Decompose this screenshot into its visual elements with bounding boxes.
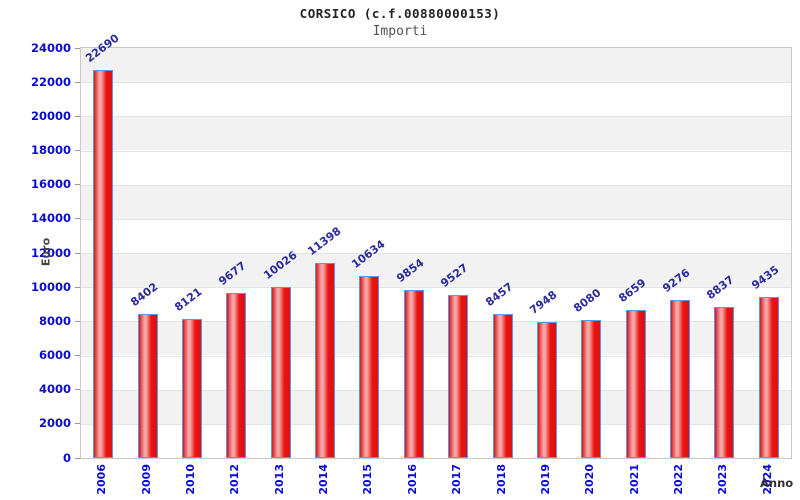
y-tick-label: 22000 xyxy=(30,74,71,89)
bar xyxy=(270,287,291,458)
gridline xyxy=(81,355,791,357)
y-tick-mark xyxy=(75,423,80,425)
x-tick-label: 2015 xyxy=(361,464,375,495)
bar xyxy=(137,314,158,458)
y-axis-title: Euro xyxy=(39,237,53,267)
bar xyxy=(226,293,247,458)
y-tick-label: 24000 xyxy=(30,40,71,55)
bar xyxy=(448,295,469,458)
y-tick-label: 0 xyxy=(62,450,71,465)
y-tick-label: 18000 xyxy=(30,143,71,157)
bar xyxy=(670,300,691,458)
x-tick-label: 2022 xyxy=(672,464,686,495)
gridline xyxy=(81,82,791,84)
gridline xyxy=(81,116,791,118)
grid-band xyxy=(81,116,791,151)
gridline xyxy=(81,150,791,152)
gridline xyxy=(81,423,791,425)
x-tick-label: 2016 xyxy=(405,464,419,495)
bar xyxy=(403,290,424,458)
x-tick-label: 2013 xyxy=(272,464,286,495)
y-tick-mark xyxy=(75,150,80,151)
chart-title: CORSICO (c.f.00880000153) xyxy=(299,6,501,21)
bar xyxy=(315,263,336,458)
bar xyxy=(93,70,114,458)
y-tick-label: 2000 xyxy=(38,416,71,431)
x-tick-label: 2023 xyxy=(716,464,730,495)
x-axis-title: Anno xyxy=(760,476,794,490)
y-tick-mark xyxy=(75,218,80,220)
y-tick-mark xyxy=(75,320,80,322)
y-tick-label: 6000 xyxy=(38,348,71,362)
y-tick-label: 4000 xyxy=(38,382,71,397)
x-tick-label: 2019 xyxy=(538,464,552,495)
bar xyxy=(359,276,380,458)
y-tick-mark xyxy=(75,389,80,391)
bar xyxy=(181,319,202,458)
bar xyxy=(758,297,779,458)
x-tick-label: 2006 xyxy=(95,464,109,495)
y-tick-mark xyxy=(75,252,80,254)
x-tick-label: 2021 xyxy=(627,464,641,495)
y-tick-mark xyxy=(75,115,80,117)
chart-subtitle: Importi xyxy=(372,24,428,39)
grid-band xyxy=(81,184,791,219)
bar xyxy=(625,310,646,458)
gridline xyxy=(81,287,791,289)
gridline xyxy=(81,218,791,220)
x-tick-label: 2018 xyxy=(494,464,508,495)
x-tick-label: 2010 xyxy=(183,464,197,495)
y-tick-label: 14000 xyxy=(30,211,71,226)
x-tick-label: 2014 xyxy=(317,464,331,495)
gridline xyxy=(81,321,791,323)
grid-band xyxy=(81,218,791,253)
bar xyxy=(581,320,602,458)
y-tick-mark xyxy=(75,355,80,356)
gridline xyxy=(81,253,791,254)
y-tick-label: 12000 xyxy=(30,245,71,260)
gridline xyxy=(81,184,791,186)
y-tick-mark xyxy=(75,286,80,288)
y-tick-label: 10000 xyxy=(30,279,71,294)
y-tick-mark xyxy=(75,184,80,186)
grid-band xyxy=(81,82,791,117)
y-tick-label: 8000 xyxy=(38,313,71,328)
y-tick-mark xyxy=(75,81,80,83)
x-tick-label: 2012 xyxy=(228,464,242,495)
y-tick-label: 16000 xyxy=(30,177,71,192)
y-tick-mark xyxy=(75,457,80,459)
y-tick-label: 20000 xyxy=(30,108,71,123)
grid-band xyxy=(81,253,791,288)
bar xyxy=(492,314,513,458)
plot-area: 0 2000 4000 6000 8000 10000 12000 14000 16000 180… xyxy=(31,32,792,495)
x-tick-label: 2009 xyxy=(139,464,153,495)
x-tick-label: 2020 xyxy=(583,464,597,495)
gridline xyxy=(81,389,791,391)
grid-band xyxy=(81,150,791,185)
bar xyxy=(714,307,735,458)
y-tick-mark xyxy=(75,47,80,49)
grid-band xyxy=(81,48,791,83)
x-tick-label: 2017 xyxy=(450,464,464,495)
bar xyxy=(536,322,557,458)
